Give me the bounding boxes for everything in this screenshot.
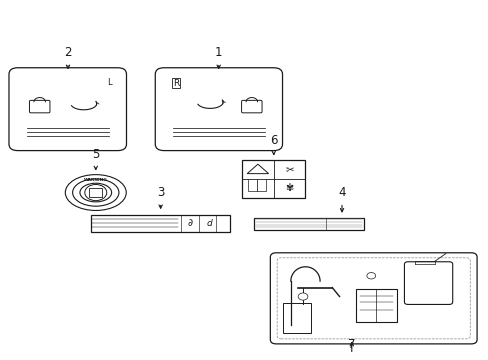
Text: 3: 3 (157, 186, 164, 199)
Bar (257, 179, 265, 191)
Circle shape (366, 273, 375, 279)
Ellipse shape (80, 183, 111, 202)
Text: R: R (173, 79, 179, 88)
Text: 1: 1 (214, 46, 222, 59)
Bar (248, 179, 256, 191)
Text: 4: 4 (338, 186, 345, 199)
Text: 2: 2 (64, 46, 72, 59)
Text: ✂: ✂ (285, 165, 293, 175)
FancyBboxPatch shape (270, 253, 476, 344)
Circle shape (84, 184, 106, 201)
Bar (91, 215, 229, 232)
Text: 7: 7 (347, 338, 355, 351)
Text: d: d (206, 219, 212, 228)
Ellipse shape (73, 179, 119, 206)
Circle shape (298, 293, 307, 300)
FancyBboxPatch shape (277, 258, 469, 339)
FancyBboxPatch shape (155, 68, 282, 150)
Text: L: L (106, 78, 111, 87)
Text: WARNING: WARNING (83, 178, 107, 182)
FancyBboxPatch shape (29, 100, 50, 113)
Bar (254, 218, 363, 230)
FancyBboxPatch shape (355, 289, 396, 322)
FancyBboxPatch shape (404, 262, 452, 305)
FancyBboxPatch shape (282, 303, 311, 333)
Ellipse shape (65, 175, 126, 211)
Text: ✾: ✾ (285, 183, 293, 193)
FancyBboxPatch shape (241, 100, 262, 113)
FancyBboxPatch shape (89, 188, 102, 197)
Text: 6: 6 (269, 134, 277, 147)
FancyBboxPatch shape (9, 68, 126, 150)
Bar (242, 160, 305, 198)
Text: ∂: ∂ (187, 218, 192, 228)
Text: 5: 5 (92, 148, 99, 161)
